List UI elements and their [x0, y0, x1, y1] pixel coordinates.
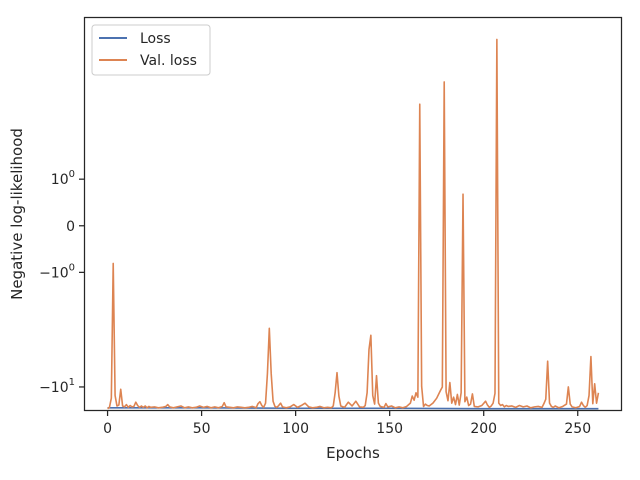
y-axis-label: Negative log-likelihood [8, 128, 26, 300]
x-tick-label: 100 [282, 421, 309, 437]
legend: Loss Val. loss [91, 24, 211, 76]
legend-label-loss: Loss [140, 31, 171, 47]
x-axis-label: Epochs [326, 444, 380, 462]
series-line-val-loss [107, 38, 600, 410]
y-axis: 100 0 −100 −101 [39, 169, 85, 396]
x-tick-label: 150 [376, 421, 403, 437]
plot-series [107, 38, 600, 410]
x-tick-label: 0 [103, 421, 112, 437]
y-tick-label: 100 [51, 169, 75, 188]
y-tick-label: −100 [39, 262, 75, 281]
plot-frame [83, 16, 623, 412]
y-tick-label: −101 [39, 377, 75, 396]
legend-label-val-loss: Val. loss [140, 53, 197, 69]
x-tick-label: 200 [470, 421, 497, 437]
x-tick-label: 50 [193, 421, 211, 437]
x-axis: 0 50 100 150 200 250 [103, 410, 591, 437]
series-line-loss [107, 407, 599, 410]
y-tick-label: 0 [66, 219, 75, 235]
x-tick-label: 250 [564, 421, 591, 437]
